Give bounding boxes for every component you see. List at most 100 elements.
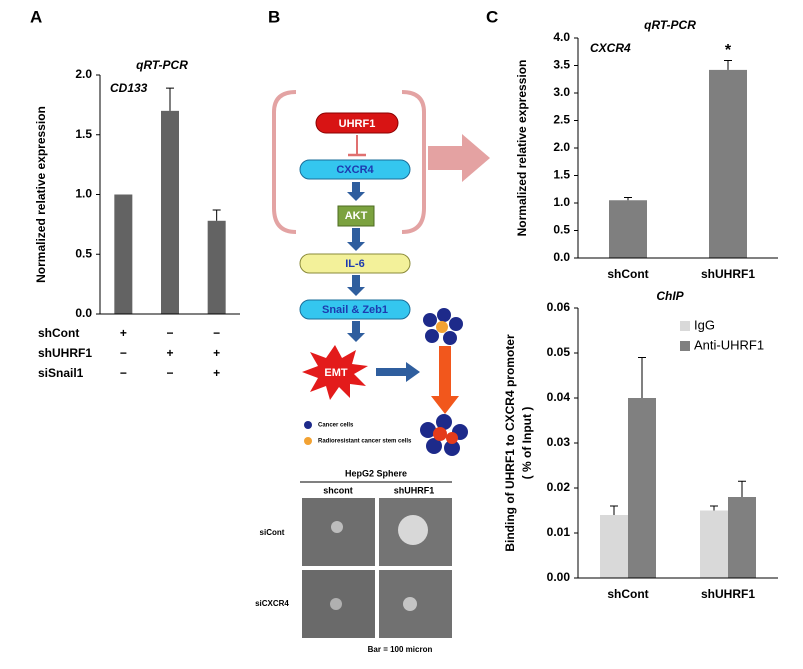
condition-mark: + <box>213 346 220 360</box>
micrograph-title: HepG2 Sphere <box>345 468 407 478</box>
gene-label: CD133 <box>110 81 148 95</box>
gene-label: CXCR4 <box>590 41 631 55</box>
condition-name: siSnail1 <box>38 366 84 380</box>
chart-title: ChIP <box>656 289 684 303</box>
condition-mark: + <box>213 366 220 380</box>
bracket <box>272 90 297 234</box>
y-tick-label: 0.0 <box>75 306 92 320</box>
node-label: Snail & Zeb1 <box>322 304 388 316</box>
bar <box>600 515 628 578</box>
legend-icon <box>304 421 312 429</box>
bar <box>207 220 226 314</box>
legend-label: Cancer cells <box>318 423 354 429</box>
condition-mark: − <box>166 366 173 380</box>
legend-label: IgG <box>694 317 715 332</box>
node-pill <box>299 159 411 180</box>
node-box <box>337 205 375 227</box>
sphere <box>403 597 417 611</box>
y-tick-label: 1.0 <box>75 187 92 201</box>
y-tick-label: 0.03 <box>547 435 571 449</box>
emt-burst <box>302 345 368 400</box>
bar <box>628 398 656 578</box>
y-tick-label: 1.5 <box>75 127 92 141</box>
y-tick-label: 0.04 <box>547 390 571 404</box>
node-label: IL-6 <box>345 258 365 270</box>
condition-name: shCont <box>38 326 79 340</box>
error-bar <box>638 357 646 398</box>
cell-cluster <box>420 308 468 456</box>
sphere <box>330 598 342 610</box>
legend-label: Radioresistant cancer stem cells <box>318 439 412 445</box>
node-pill <box>299 299 411 320</box>
panel-label: A <box>30 7 42 26</box>
y-tick-label: 1.0 <box>553 195 570 209</box>
legend-swatch <box>680 341 690 351</box>
legend-icon <box>304 437 312 445</box>
column-label: shcont <box>323 485 353 495</box>
arrows <box>347 182 420 382</box>
column-label: shUHRF1 <box>394 485 435 495</box>
error-bar <box>710 505 718 511</box>
x-tick-label: shUHRF1 <box>701 587 755 601</box>
y-tick-label: 2.5 <box>553 113 570 127</box>
error-bar <box>212 209 221 221</box>
node-pill <box>315 112 399 134</box>
y-tick-label: 3.0 <box>553 85 570 99</box>
node-label: AKT <box>345 210 368 222</box>
panel-label: C <box>486 7 498 26</box>
chart-title: qRT-PCR <box>136 58 188 72</box>
sphere <box>398 515 428 545</box>
y-tick-label: 0.00 <box>547 570 571 584</box>
x-tick-label: shCont <box>607 587 648 601</box>
bar <box>114 194 133 314</box>
error-bar <box>724 60 732 70</box>
legend-label: Anti-UHRF1 <box>694 337 764 352</box>
arrow <box>431 346 459 414</box>
y-tick-label: 2.0 <box>75 67 92 81</box>
y-tick-label: 0.06 <box>547 300 571 314</box>
condition-mark: + <box>120 326 127 340</box>
pathway-diagram: UHRF1 CXCR4 AKT IL-6 Snail & Zeb1 EMT Ca… <box>272 90 490 456</box>
arrow <box>428 134 490 182</box>
condition-mark: − <box>120 346 127 360</box>
y-tick-label: 4.0 <box>553 30 570 44</box>
node-label: EMT <box>324 367 348 379</box>
sphere <box>331 521 343 533</box>
condition-mark: + <box>166 346 173 360</box>
y-tick-label: 0.5 <box>553 223 570 237</box>
caption: Bar = 100 micron <box>368 645 433 654</box>
error-bar <box>624 197 632 201</box>
y-axis-label: Normalized relative expression <box>34 106 48 283</box>
panel-label: B <box>268 7 280 26</box>
x-tick-label: shUHRF1 <box>701 267 755 281</box>
bar <box>700 510 728 578</box>
condition-name: shUHRF1 <box>38 346 92 360</box>
y-tick-label: 0.01 <box>547 525 571 539</box>
bar <box>609 200 647 258</box>
micrograph: HepG2 Sphere shcont shUHRF1 siCont siCXC… <box>255 468 452 654</box>
y-tick-label: 1.5 <box>553 168 570 182</box>
condition-mark: − <box>213 326 220 340</box>
chart-title: qRT-PCR <box>644 18 696 32</box>
error-bar <box>738 480 746 497</box>
bar <box>161 110 179 314</box>
bar <box>728 497 756 578</box>
condition-mark: − <box>120 366 127 380</box>
error-bar <box>610 505 618 515</box>
y-tick-label: 0.02 <box>547 480 571 494</box>
bar <box>709 69 747 259</box>
node-pill <box>299 253 411 274</box>
y-tick-label: 0.05 <box>547 345 571 359</box>
y-axis-label: ( % of Input ) <box>520 407 534 480</box>
row-label: siCXCR4 <box>255 599 289 608</box>
legend-swatch <box>680 321 690 331</box>
condition-mark: − <box>166 326 173 340</box>
y-axis-label: Normalized relative expression <box>515 60 529 237</box>
node-label: UHRF1 <box>339 118 376 130</box>
y-tick-label: 2.0 <box>553 140 570 154</box>
y-tick-label: 0.0 <box>553 250 570 264</box>
y-tick-label: 0.5 <box>75 246 92 260</box>
bracket <box>401 90 426 234</box>
significance: * <box>725 42 732 59</box>
